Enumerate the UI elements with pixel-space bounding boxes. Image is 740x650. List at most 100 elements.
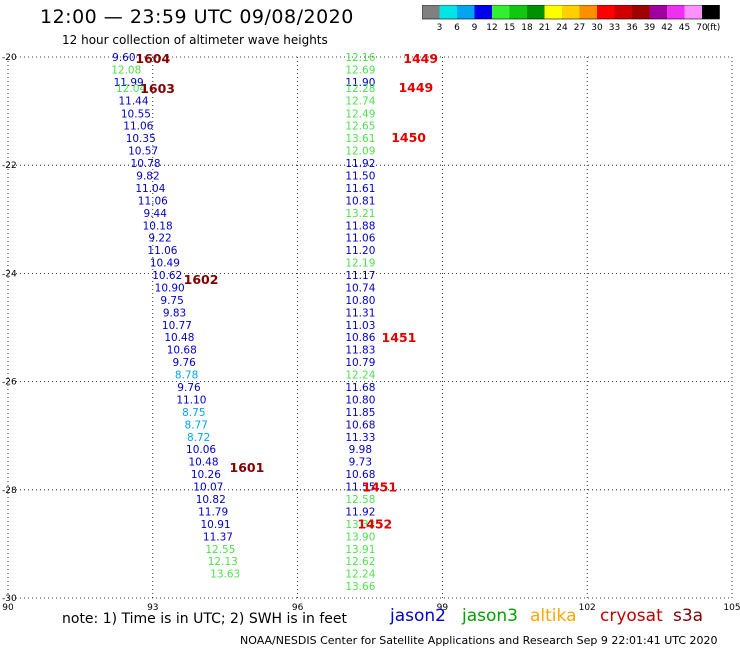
wave-height-value: 9.75 [160,295,183,307]
wave-height-value: 11.61 [345,183,375,195]
wave-height-value: 11.88 [345,220,375,232]
wave-height-value: 11.33 [345,432,375,444]
legend-s3a: s3a [673,606,704,626]
wave-height-value: 10.18 [143,220,173,232]
pass-number-label: 1604 [135,51,170,66]
wave-height-value: 13.61 [345,133,375,145]
pass-number-label: 1449 [398,80,433,95]
y-tick-label: -24 [2,269,17,279]
scale-swatch [527,5,545,19]
chart-subtitle: 12 hour collection of altimeter wave hei… [62,33,328,47]
wave-height-value: 11.90 [345,77,375,89]
wave-height-value: 10.62 [152,270,182,282]
x-tick-label: 102 [579,603,596,613]
color-scale-legend: 3 6 9 12 15 18 21 24 27 30 33 36 39 42 45 70(ft) [422,5,721,33]
scale-swatch [632,5,650,19]
scale-swatch [562,5,580,19]
wave-height-value: 10.80 [345,394,375,406]
wave-height-value: 9.60 [112,52,135,64]
wave-height-value: 10.48 [164,332,194,344]
wave-height-value: 10.91 [201,519,231,531]
scale-tick-label: 36 [626,23,638,33]
wave-height-value: 11.92 [345,158,375,170]
scale-tick-label: 39 [644,23,656,33]
wave-height-value: 12.55 [205,544,235,556]
wave-height-value: 12.13 [208,556,238,568]
pass-number-label: 1601 [230,460,265,475]
scale-tick-label: 24 [556,23,568,33]
pass-number-label: 1451 [362,480,397,495]
scale-tick-label: 42 [661,23,672,33]
wave-height-value: 10.48 [188,457,218,469]
scale-swatch [649,5,667,19]
wave-height-value: 11.04 [135,183,165,195]
scale-swatch [667,5,685,19]
scale-tick-label: 33 [609,23,620,33]
wave-height-value: 11.55 [345,482,375,494]
wave-height-value: 11.06 [123,121,153,133]
wave-height-value: 9.44 [144,208,168,220]
wave-height-value: 12.24 [345,370,375,382]
scale-swatch [474,5,492,19]
wave-height-value: 10.78 [131,158,161,170]
wave-height-value: 12.58 [345,494,375,506]
wave-height-value: 10.07 [193,482,223,494]
scale-tick-label: 21 [539,23,550,33]
y-tick-label: -30 [2,594,17,604]
wave-height-value: 12.62 [345,556,375,568]
wave-height-value: 8.78 [175,370,198,382]
wave-height-value: 11.44 [118,95,148,107]
legend-cryosat: cryosat [600,606,663,626]
wave-height-value: 12.24 [345,569,375,581]
wave-height-value: 10.90 [155,282,185,294]
y-tick-label: -20 [2,53,17,63]
wave-height-value: 10.57 [128,146,158,158]
wave-height-value: 11.03 [345,320,375,332]
wave-height-value: 13.32 [345,519,375,531]
scale-tick-label: 15 [504,23,515,33]
wave-height-value: 13.21 [345,208,375,220]
scale-tick-label: 70 [696,23,708,33]
wave-height-value: 9.83 [163,307,186,319]
wave-height-value: 12.28 [345,83,375,95]
wave-height-value: 11.06 [345,233,375,245]
wave-height-value: 8.77 [185,419,208,431]
wave-height-value: 13.66 [345,581,375,593]
y-tick-label: -22 [2,161,17,171]
scale-swatch [439,5,457,19]
wave-height-value: 11.50 [345,170,375,182]
wave-height-value: 9.22 [148,233,171,245]
wave-height-value: 12.49 [345,108,375,120]
wave-height-value: 13.90 [345,531,375,543]
wave-height-value: 12.04 [116,83,146,95]
wave-height-value: 10.26 [191,469,221,481]
wave-height-value: 10.80 [345,295,375,307]
x-tick-label: 105 [723,603,740,613]
wave-height-value: 11.10 [176,394,206,406]
wave-height-value: 9.76 [172,357,196,369]
wave-height-value: 11.31 [345,307,375,319]
scale-tick-label: 18 [521,23,533,33]
scale-swatch [457,5,475,19]
wave-height-value: 11.79 [198,506,228,518]
scale-border [422,5,720,20]
wave-height-value: 12.08 [111,64,141,76]
scale-swatch [509,5,527,19]
wave-height-value: 12.09 [345,146,375,158]
scale-tick-label: 45 [679,23,690,33]
wave-height-value: 11.68 [345,382,375,394]
wave-height-value: 12.74 [345,95,375,107]
wave-height-value: 10.82 [196,494,226,506]
scale-unit-label: (ft) [707,23,721,33]
wave-height-value: 10.49 [150,258,180,270]
wave-height-value: 13.91 [345,544,375,556]
wave-height-value: 11.83 [345,345,375,357]
wave-height-value: 8.75 [182,407,205,419]
chart-title: 12:00 — 23:59 UTC 09/08/2020 [40,6,354,28]
wave-height-value: 10.74 [345,282,375,294]
wave-height-value: 11.85 [345,407,375,419]
pass-number-label: 1452 [357,516,392,531]
y-tick-label: -26 [2,378,17,388]
scale-swatch [597,5,615,19]
wave-height-value: 10.68 [345,419,375,431]
